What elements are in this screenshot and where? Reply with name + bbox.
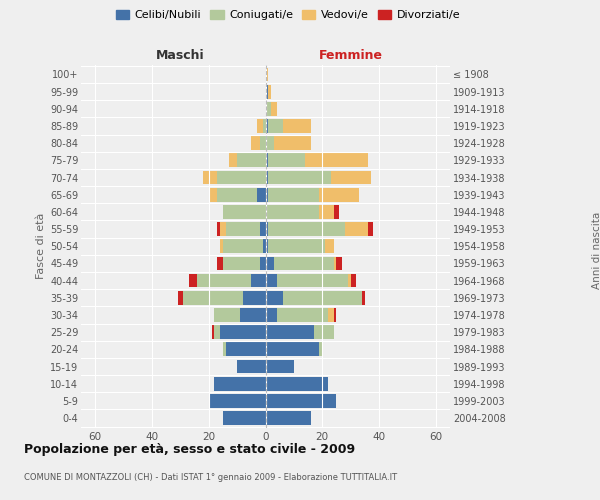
Bar bbox=[223, 342, 226, 356]
Bar bbox=[220, 326, 265, 339]
Bar bbox=[277, 308, 328, 322]
Bar bbox=[265, 308, 277, 322]
Bar bbox=[240, 308, 265, 322]
Bar bbox=[265, 256, 274, 270]
Bar bbox=[277, 274, 348, 287]
Bar bbox=[223, 256, 260, 270]
Bar bbox=[203, 170, 217, 184]
Bar bbox=[260, 136, 265, 150]
Bar bbox=[334, 256, 337, 270]
Text: Anni di nascita: Anni di nascita bbox=[592, 212, 600, 288]
Bar bbox=[265, 342, 319, 356]
Bar bbox=[268, 240, 325, 253]
Bar bbox=[217, 188, 257, 202]
Text: COMUNE DI MONTAZZOLI (CH) - Dati ISTAT 1° gennaio 2009 - Elaborazione TUTTITALIA: COMUNE DI MONTAZZOLI (CH) - Dati ISTAT 1… bbox=[24, 472, 397, 482]
Bar bbox=[265, 102, 271, 116]
Bar bbox=[265, 377, 328, 390]
Bar bbox=[268, 222, 345, 236]
Bar bbox=[178, 291, 183, 304]
Bar bbox=[220, 240, 223, 253]
Bar bbox=[257, 188, 265, 202]
Bar bbox=[217, 170, 265, 184]
Bar bbox=[265, 119, 268, 133]
Bar bbox=[268, 170, 331, 184]
Bar bbox=[334, 308, 337, 322]
Bar bbox=[260, 256, 265, 270]
Bar bbox=[348, 274, 350, 287]
Text: Maschi: Maschi bbox=[156, 50, 205, 62]
Bar bbox=[237, 154, 265, 167]
Bar bbox=[251, 274, 265, 287]
Bar bbox=[325, 240, 334, 253]
Bar bbox=[265, 240, 268, 253]
Bar bbox=[237, 360, 265, 374]
Bar bbox=[265, 136, 274, 150]
Bar bbox=[268, 119, 283, 133]
Bar bbox=[209, 188, 217, 202]
Bar bbox=[265, 188, 268, 202]
Bar bbox=[319, 342, 322, 356]
Bar bbox=[251, 136, 260, 150]
Bar bbox=[305, 154, 368, 167]
Bar bbox=[257, 119, 263, 133]
Bar bbox=[283, 291, 362, 304]
Bar bbox=[265, 326, 314, 339]
Bar bbox=[263, 119, 265, 133]
Bar bbox=[197, 274, 251, 287]
Bar bbox=[214, 377, 265, 390]
Bar bbox=[214, 308, 240, 322]
Bar bbox=[345, 222, 368, 236]
Bar bbox=[223, 411, 265, 425]
Legend: Celibi/Nubili, Coniugati/e, Vedovi/e, Divorziati/e: Celibi/Nubili, Coniugati/e, Vedovi/e, Di… bbox=[112, 6, 464, 25]
Bar bbox=[229, 154, 237, 167]
Bar bbox=[217, 256, 223, 270]
Bar bbox=[274, 256, 334, 270]
Bar bbox=[265, 394, 337, 407]
Bar bbox=[337, 256, 342, 270]
Bar bbox=[362, 291, 365, 304]
Bar bbox=[263, 240, 265, 253]
Bar bbox=[319, 188, 359, 202]
Bar bbox=[268, 188, 319, 202]
Bar bbox=[265, 154, 268, 167]
Bar bbox=[271, 102, 277, 116]
Bar bbox=[189, 274, 197, 287]
Bar bbox=[268, 85, 271, 98]
Bar bbox=[209, 394, 265, 407]
Bar bbox=[265, 291, 283, 304]
Bar bbox=[265, 68, 268, 82]
Bar bbox=[260, 222, 265, 236]
Bar bbox=[214, 326, 220, 339]
Bar bbox=[283, 119, 311, 133]
Bar bbox=[226, 342, 265, 356]
Bar bbox=[265, 85, 268, 98]
Bar bbox=[220, 222, 226, 236]
Y-axis label: Fasce di età: Fasce di età bbox=[35, 213, 46, 280]
Text: Popolazione per età, sesso e stato civile - 2009: Popolazione per età, sesso e stato civil… bbox=[24, 442, 355, 456]
Bar bbox=[314, 326, 334, 339]
Bar bbox=[217, 222, 220, 236]
Bar bbox=[212, 326, 214, 339]
Text: Femmine: Femmine bbox=[319, 50, 383, 62]
Bar bbox=[243, 291, 265, 304]
Bar bbox=[265, 411, 311, 425]
Bar bbox=[368, 222, 373, 236]
Bar bbox=[350, 274, 356, 287]
Bar bbox=[319, 205, 334, 219]
Bar bbox=[328, 308, 334, 322]
Bar bbox=[265, 205, 319, 219]
Bar bbox=[223, 240, 263, 253]
Bar bbox=[226, 222, 260, 236]
Bar bbox=[183, 291, 243, 304]
Bar bbox=[268, 154, 305, 167]
Bar bbox=[334, 205, 340, 219]
Bar bbox=[331, 170, 371, 184]
Bar bbox=[274, 136, 311, 150]
Bar bbox=[223, 205, 265, 219]
Bar bbox=[265, 170, 268, 184]
Bar bbox=[265, 274, 277, 287]
Bar bbox=[265, 360, 294, 374]
Bar bbox=[265, 222, 268, 236]
